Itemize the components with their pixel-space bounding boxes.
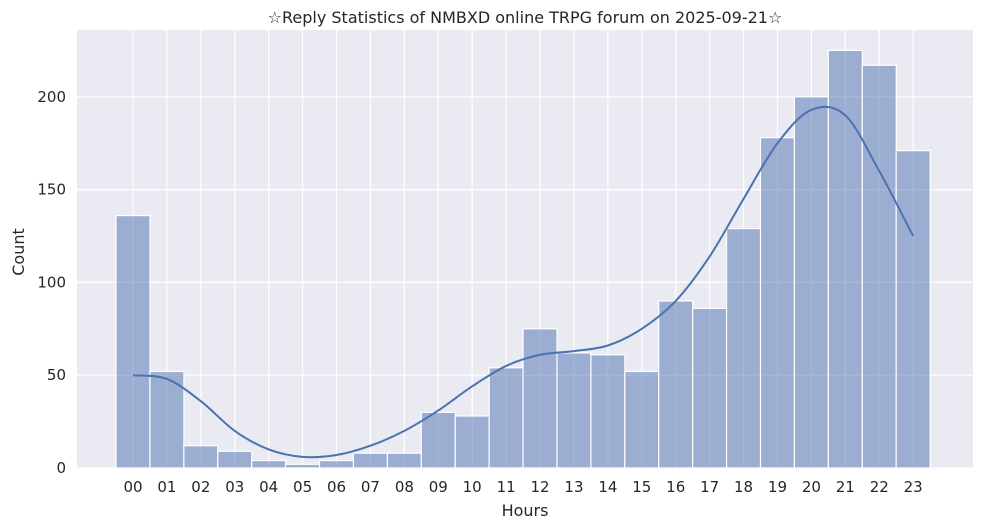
bar-hour-07 [352,452,389,469]
x-tick-label: 03 [225,478,244,496]
x-tick-label: 05 [293,478,312,496]
chart-title: ☆Reply Statistics of NMBXD online TRPG f… [268,8,783,27]
x-axis-label: Hours [502,501,549,520]
bar-hour-01 [149,370,185,469]
bar-hour-19 [759,137,796,469]
x-tick-label: 12 [530,478,549,496]
x-tick-label: 10 [463,478,482,496]
x-tick-label: 17 [700,478,719,496]
x-tick-label: 18 [734,478,753,496]
bar-hour-21 [827,49,863,469]
kde-line [132,105,915,459]
x-tick-label: 19 [768,478,787,496]
bar-hour-16 [658,300,694,469]
x-tick-label: 23 [904,478,923,496]
bar-hour-13 [556,352,592,469]
x-tick-label: 16 [666,478,685,496]
bar-hour-03 [217,450,253,469]
x-tick-label: 02 [191,478,210,496]
x-tick-label: 22 [870,478,889,496]
bar-hour-12 [522,328,558,469]
x-tick-label: 13 [564,478,583,496]
x-tick-label: 15 [632,478,651,496]
x-tick-label: 04 [259,478,278,496]
x-tick-label: 06 [327,478,346,496]
bar-hour-02 [183,445,219,469]
bar-hour-17 [692,307,728,469]
kde-curve [132,105,915,459]
bar-hour-22 [861,64,897,469]
bar-hour-06 [318,459,355,469]
x-tick-label: 01 [157,478,176,496]
bar-hour-15 [624,370,660,469]
bar-hour-23 [895,150,931,469]
x-tick-label: 09 [429,478,448,496]
x-tick-label: 11 [497,478,516,496]
bar-hour-11 [488,367,524,469]
bar-hour-08 [386,452,422,469]
bar-hour-09 [420,411,456,469]
x-tick-label: 14 [598,478,617,496]
y-axis-label: Count [9,228,28,276]
x-tick-label: 00 [123,478,142,496]
bar-hour-20 [793,96,830,469]
y-tick-label: 200 [37,88,66,106]
bar-hour-10 [454,415,490,469]
bar-hour-05 [285,463,321,469]
y-tick-label: 0 [56,459,66,477]
y-tick-label: 50 [47,366,66,384]
x-tick-label: 21 [836,478,855,496]
y-tick-labels: 0 50 100 150 200 [37,88,66,477]
x-tick-label: 20 [802,478,821,496]
bar-hour-04 [251,459,287,469]
bar-hour-00 [115,214,151,469]
x-tick-labels: 00 01 02 03 04 05 06 07 08 09 10 11 12 13 14 15 16 17 18 19… [123,478,922,496]
bar-hour-18 [725,227,762,469]
x-tick-label: 07 [361,478,380,496]
y-tick-label: 100 [37,273,66,291]
bar-hour-14 [590,354,626,469]
bars [115,49,931,469]
y-tick-label: 150 [37,181,66,199]
x-tick-label: 08 [395,478,414,496]
